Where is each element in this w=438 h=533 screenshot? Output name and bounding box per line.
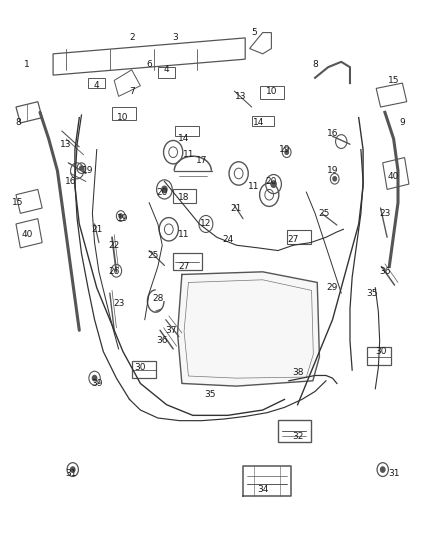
Circle shape xyxy=(71,467,75,472)
Text: 14: 14 xyxy=(253,118,264,127)
Text: 13: 13 xyxy=(235,92,247,101)
Text: 23: 23 xyxy=(379,209,391,218)
Text: 24: 24 xyxy=(222,236,233,245)
Text: 17: 17 xyxy=(196,156,207,165)
Text: 4: 4 xyxy=(164,66,170,74)
Bar xyxy=(173,253,201,270)
Text: 35: 35 xyxy=(366,288,378,297)
Bar xyxy=(173,189,196,203)
Circle shape xyxy=(119,214,123,218)
Text: 15: 15 xyxy=(388,76,399,85)
Text: 38: 38 xyxy=(292,368,304,377)
Text: 8: 8 xyxy=(312,60,318,69)
Text: 26: 26 xyxy=(109,268,120,276)
Text: 15: 15 xyxy=(12,198,24,207)
Text: 36: 36 xyxy=(156,336,168,345)
Text: 19: 19 xyxy=(82,166,94,175)
Text: 27: 27 xyxy=(178,262,190,271)
Text: 27: 27 xyxy=(287,236,299,245)
Text: 40: 40 xyxy=(21,230,32,239)
Text: 31: 31 xyxy=(388,470,399,478)
Text: 20: 20 xyxy=(266,177,277,186)
Text: 1: 1 xyxy=(24,60,30,69)
Text: 35: 35 xyxy=(205,390,216,399)
Text: 6: 6 xyxy=(146,60,152,69)
Text: 21: 21 xyxy=(91,225,102,234)
Text: 9: 9 xyxy=(399,118,405,127)
Bar xyxy=(88,78,106,88)
Text: 13: 13 xyxy=(60,140,72,149)
Circle shape xyxy=(271,181,276,187)
Bar xyxy=(112,107,136,120)
Text: 7: 7 xyxy=(129,86,134,95)
Text: 22: 22 xyxy=(109,241,120,250)
Text: 31: 31 xyxy=(65,470,76,478)
Text: 30: 30 xyxy=(375,347,386,356)
Circle shape xyxy=(80,166,83,170)
Text: 19: 19 xyxy=(279,145,290,154)
Text: 16: 16 xyxy=(327,129,338,138)
Text: 30: 30 xyxy=(134,363,146,372)
Circle shape xyxy=(285,150,288,155)
Text: 19: 19 xyxy=(117,214,129,223)
Circle shape xyxy=(333,176,336,181)
Text: 10: 10 xyxy=(117,113,129,122)
Text: 2: 2 xyxy=(129,34,134,43)
Polygon shape xyxy=(177,272,319,386)
Text: 29: 29 xyxy=(327,283,338,292)
Text: 39: 39 xyxy=(91,379,102,388)
Text: 34: 34 xyxy=(257,485,268,494)
Bar xyxy=(158,67,175,78)
Text: 36: 36 xyxy=(379,268,391,276)
Bar xyxy=(252,116,274,126)
Circle shape xyxy=(162,186,167,192)
Text: 28: 28 xyxy=(152,294,163,303)
Bar xyxy=(367,348,392,365)
Text: 20: 20 xyxy=(156,188,168,197)
Text: 5: 5 xyxy=(251,28,257,37)
Bar xyxy=(175,126,199,136)
Text: 37: 37 xyxy=(165,326,177,335)
Text: 16: 16 xyxy=(65,177,76,186)
Text: 4: 4 xyxy=(94,81,99,90)
Text: 18: 18 xyxy=(178,193,190,202)
Text: 21: 21 xyxy=(231,204,242,213)
Bar xyxy=(278,419,311,442)
Text: 25: 25 xyxy=(318,209,329,218)
Circle shape xyxy=(92,375,97,381)
Text: 11: 11 xyxy=(178,230,190,239)
Text: 8: 8 xyxy=(15,118,21,127)
Text: 14: 14 xyxy=(178,134,190,143)
Text: 11: 11 xyxy=(183,150,194,159)
Text: 40: 40 xyxy=(388,172,399,181)
Text: 23: 23 xyxy=(113,299,124,308)
Text: 32: 32 xyxy=(292,432,303,441)
Text: 12: 12 xyxy=(200,220,212,229)
Text: 25: 25 xyxy=(148,252,159,260)
Text: 19: 19 xyxy=(327,166,338,175)
Circle shape xyxy=(381,467,385,472)
Text: 11: 11 xyxy=(248,182,260,191)
Text: 3: 3 xyxy=(173,34,178,43)
Bar xyxy=(287,230,311,244)
Text: 10: 10 xyxy=(265,86,277,95)
Bar xyxy=(261,86,285,99)
Bar xyxy=(132,361,155,378)
